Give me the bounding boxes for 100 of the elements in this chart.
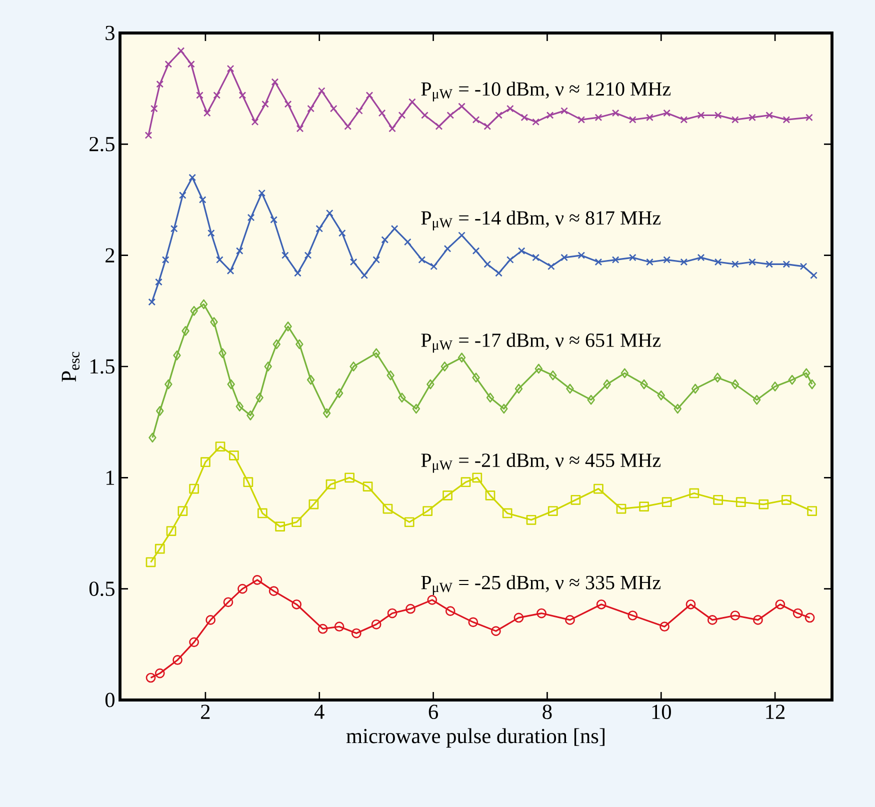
point xyxy=(612,109,620,117)
point xyxy=(752,394,761,405)
point xyxy=(371,619,382,630)
point xyxy=(207,229,215,237)
point xyxy=(549,370,557,380)
point xyxy=(612,256,620,264)
point xyxy=(188,174,196,182)
y-tick-label: 2.5 xyxy=(90,136,114,152)
point xyxy=(594,258,602,266)
point xyxy=(356,107,363,114)
point xyxy=(164,379,172,390)
point xyxy=(390,224,398,232)
point xyxy=(800,262,808,270)
point xyxy=(427,595,438,605)
point xyxy=(594,114,602,122)
point xyxy=(775,599,786,610)
point xyxy=(520,114,528,122)
point xyxy=(713,494,724,505)
point xyxy=(731,260,739,268)
point xyxy=(663,256,671,264)
point xyxy=(408,98,416,106)
point xyxy=(714,112,722,119)
point xyxy=(484,122,492,130)
point xyxy=(430,262,438,270)
x-tick-label: 6 xyxy=(428,704,438,720)
point xyxy=(270,216,278,224)
point xyxy=(560,107,568,114)
x-tick-label: 8 xyxy=(542,704,552,720)
point xyxy=(398,112,406,119)
point xyxy=(200,299,208,310)
point xyxy=(808,379,816,390)
point xyxy=(594,484,604,494)
point xyxy=(435,122,443,130)
point xyxy=(440,362,449,372)
point xyxy=(807,506,817,516)
point xyxy=(318,624,328,634)
point xyxy=(500,404,508,414)
point xyxy=(322,408,331,418)
point xyxy=(680,116,688,124)
point xyxy=(548,506,558,516)
point xyxy=(344,122,352,130)
point xyxy=(177,47,185,54)
point xyxy=(565,615,575,625)
point xyxy=(686,599,696,610)
point xyxy=(640,379,648,390)
point xyxy=(788,374,796,385)
point xyxy=(753,615,763,625)
point xyxy=(458,232,466,240)
point xyxy=(210,317,218,327)
point xyxy=(218,348,226,358)
point xyxy=(421,112,428,119)
point xyxy=(170,224,178,232)
point xyxy=(578,116,586,124)
point xyxy=(657,390,665,400)
point xyxy=(200,457,210,468)
point xyxy=(156,80,164,88)
point xyxy=(566,384,574,394)
point xyxy=(316,224,324,232)
point xyxy=(578,252,586,260)
point xyxy=(422,506,433,516)
point xyxy=(228,450,239,460)
point xyxy=(663,109,671,117)
series-label: P$_{μW}$ = -17 dBm, ν ≈ 651 MHz xyxy=(421,332,661,353)
point xyxy=(646,114,654,122)
point xyxy=(262,100,269,108)
point xyxy=(178,192,186,199)
point xyxy=(485,490,496,500)
point xyxy=(182,326,190,336)
point xyxy=(758,499,769,510)
point xyxy=(766,260,774,268)
point xyxy=(418,256,426,264)
point xyxy=(491,626,501,636)
point xyxy=(587,394,595,405)
point xyxy=(412,404,420,414)
point xyxy=(546,112,554,119)
point xyxy=(697,254,705,262)
point xyxy=(236,247,244,255)
point xyxy=(216,256,224,264)
point xyxy=(148,432,156,443)
point xyxy=(782,260,790,268)
point xyxy=(386,370,394,380)
point xyxy=(736,497,746,508)
point xyxy=(514,384,523,394)
point xyxy=(144,132,152,139)
point xyxy=(603,379,611,390)
point xyxy=(620,368,629,378)
point xyxy=(304,252,312,260)
point xyxy=(570,494,581,505)
y-tick-label: 1.5 xyxy=(90,359,114,374)
point xyxy=(284,322,292,332)
point xyxy=(326,209,334,217)
point xyxy=(662,497,672,508)
point xyxy=(164,60,172,68)
point xyxy=(689,488,700,498)
y-tick-label: 1 xyxy=(106,470,114,485)
point xyxy=(246,410,254,420)
point xyxy=(674,404,682,414)
point xyxy=(628,116,636,124)
point xyxy=(155,278,162,286)
point xyxy=(646,258,654,266)
